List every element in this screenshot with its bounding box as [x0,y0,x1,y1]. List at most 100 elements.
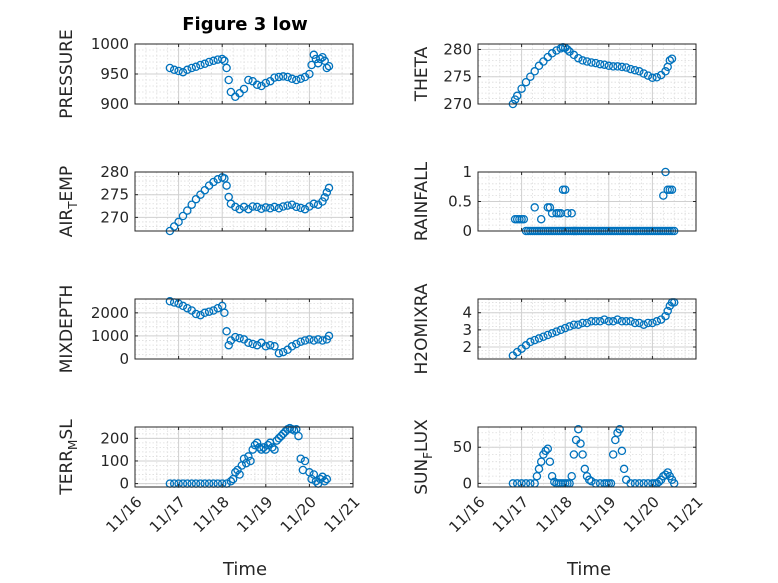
data-point [545,457,555,466]
y-tick-label: 200 [100,429,129,447]
y-axis-label: TERRMSL [57,419,80,496]
data-point [322,474,332,484]
data-point [582,318,592,328]
data-point [648,318,657,328]
data-point [639,69,648,78]
y-axis-label: AIRTEMP [57,166,80,237]
data-point [552,46,561,55]
axes-box [477,298,697,360]
data-point [591,58,600,68]
axes-box [477,426,697,488]
y-tick-label: 280 [100,163,129,181]
data-point [322,63,332,73]
data-point [313,335,323,344]
data-point [526,72,535,81]
y-tick-label: 0 [119,350,129,368]
data-point [261,342,271,351]
subplot-theta: 270 275 280 THETA [412,40,697,113]
data-point [663,306,672,316]
data-point [552,327,561,336]
data-point [565,322,574,331]
data-point [530,203,539,212]
data-point [309,199,319,209]
data-point [324,331,334,341]
data-point [534,61,544,71]
data-point [547,329,557,338]
y-axis-label: PRESSURE [57,29,77,118]
data-point [300,204,310,214]
data-point [283,201,292,210]
data-point [667,54,677,63]
data-point [239,202,249,212]
data-point [296,454,305,463]
axes-box [134,171,354,232]
data-point [556,325,566,335]
x-axis-label-right: Time [566,559,611,580]
y-tick-label: 100 [100,452,129,470]
data-point [643,318,653,328]
data-point [320,193,329,202]
data-point [296,203,305,213]
data-point [643,71,653,80]
data-point [248,339,257,349]
data-point [296,74,305,84]
data-point [191,194,201,204]
data-point [311,477,321,486]
data-point [305,202,314,211]
data-point [259,443,268,452]
x-tick-label: 11/17 [146,493,189,536]
x-axis-label-left: Time [222,559,267,580]
y-tick-label: 1000 [91,327,129,345]
data-point [626,317,635,326]
data-point [278,202,288,211]
data-point [560,323,570,333]
x-tick-label: 11/20 [620,493,663,536]
data-point [587,317,596,326]
data-point [665,56,675,65]
data-point [292,339,301,349]
data-point [530,67,539,76]
data-point [196,190,205,199]
y-tick-label: 270 [100,208,129,226]
data-point [324,61,334,71]
data-point [305,335,314,344]
data-point [187,200,196,209]
data-point [183,303,192,313]
data-point [608,62,618,71]
x-tick-label: 11/18 [190,493,233,536]
data-point [621,63,631,72]
y-tick-label: 900 [100,95,129,113]
data-point [569,320,579,329]
data-point [174,217,183,227]
data-point [661,470,670,479]
data-point [617,446,627,456]
data-point [526,337,535,347]
data-point [318,336,327,345]
data-point [231,468,240,477]
y-tick-label: 1 [462,163,472,181]
data-point [187,63,196,73]
data-point [587,58,596,67]
data-point [261,78,271,88]
data-point [307,474,316,484]
plot-area [478,299,696,359]
data-point [318,197,327,206]
axes-box [477,43,697,105]
data-point [272,436,281,445]
data-point [530,335,539,345]
data-point [217,54,227,64]
data-point [204,307,214,316]
data-point [239,84,249,94]
data-point [276,431,286,441]
subplot-terr-msl: 0 100 200 11/16 11/17 11/18 11/19 11/20 11/21 TER… [57,419,364,536]
data-point [169,65,179,75]
subplot-pressure: 900 950 1000 PRESSURE [57,29,354,119]
data-point [543,444,553,453]
data-point [257,445,266,454]
data-point [213,303,223,313]
data-point [231,202,240,212]
data-point [578,318,587,328]
x-tick-label: 11/19 [576,493,619,536]
y-tick-label: 4 [462,304,472,322]
data-point [191,309,201,319]
